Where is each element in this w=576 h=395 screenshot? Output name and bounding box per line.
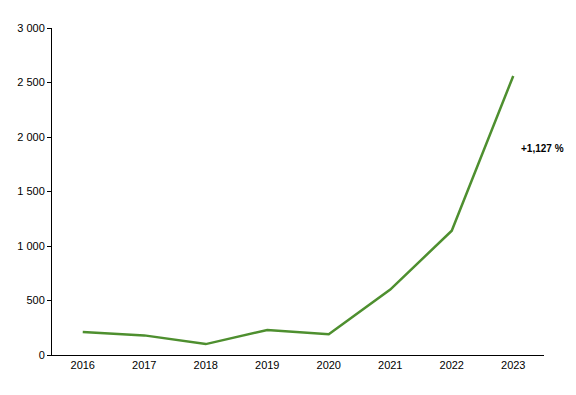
svg-text:0: 0 (39, 349, 45, 361)
svg-text:+1,127 %: +1,127 % (521, 143, 564, 154)
svg-text:2021: 2021 (378, 359, 402, 371)
svg-text:2023: 2023 (501, 359, 525, 371)
svg-text:2 000: 2 000 (17, 131, 45, 143)
svg-text:2022: 2022 (440, 359, 464, 371)
svg-text:3 000: 3 000 (17, 22, 45, 34)
svg-text:2018: 2018 (194, 359, 218, 371)
svg-text:2020: 2020 (317, 359, 341, 371)
svg-text:500: 500 (26, 294, 44, 306)
svg-text:2016: 2016 (71, 359, 95, 371)
svg-text:2 500: 2 500 (17, 76, 45, 88)
svg-text:2019: 2019 (255, 359, 279, 371)
svg-text:2017: 2017 (132, 359, 156, 371)
svg-text:1 000: 1 000 (17, 240, 45, 252)
svg-text:1 500: 1 500 (17, 185, 45, 197)
